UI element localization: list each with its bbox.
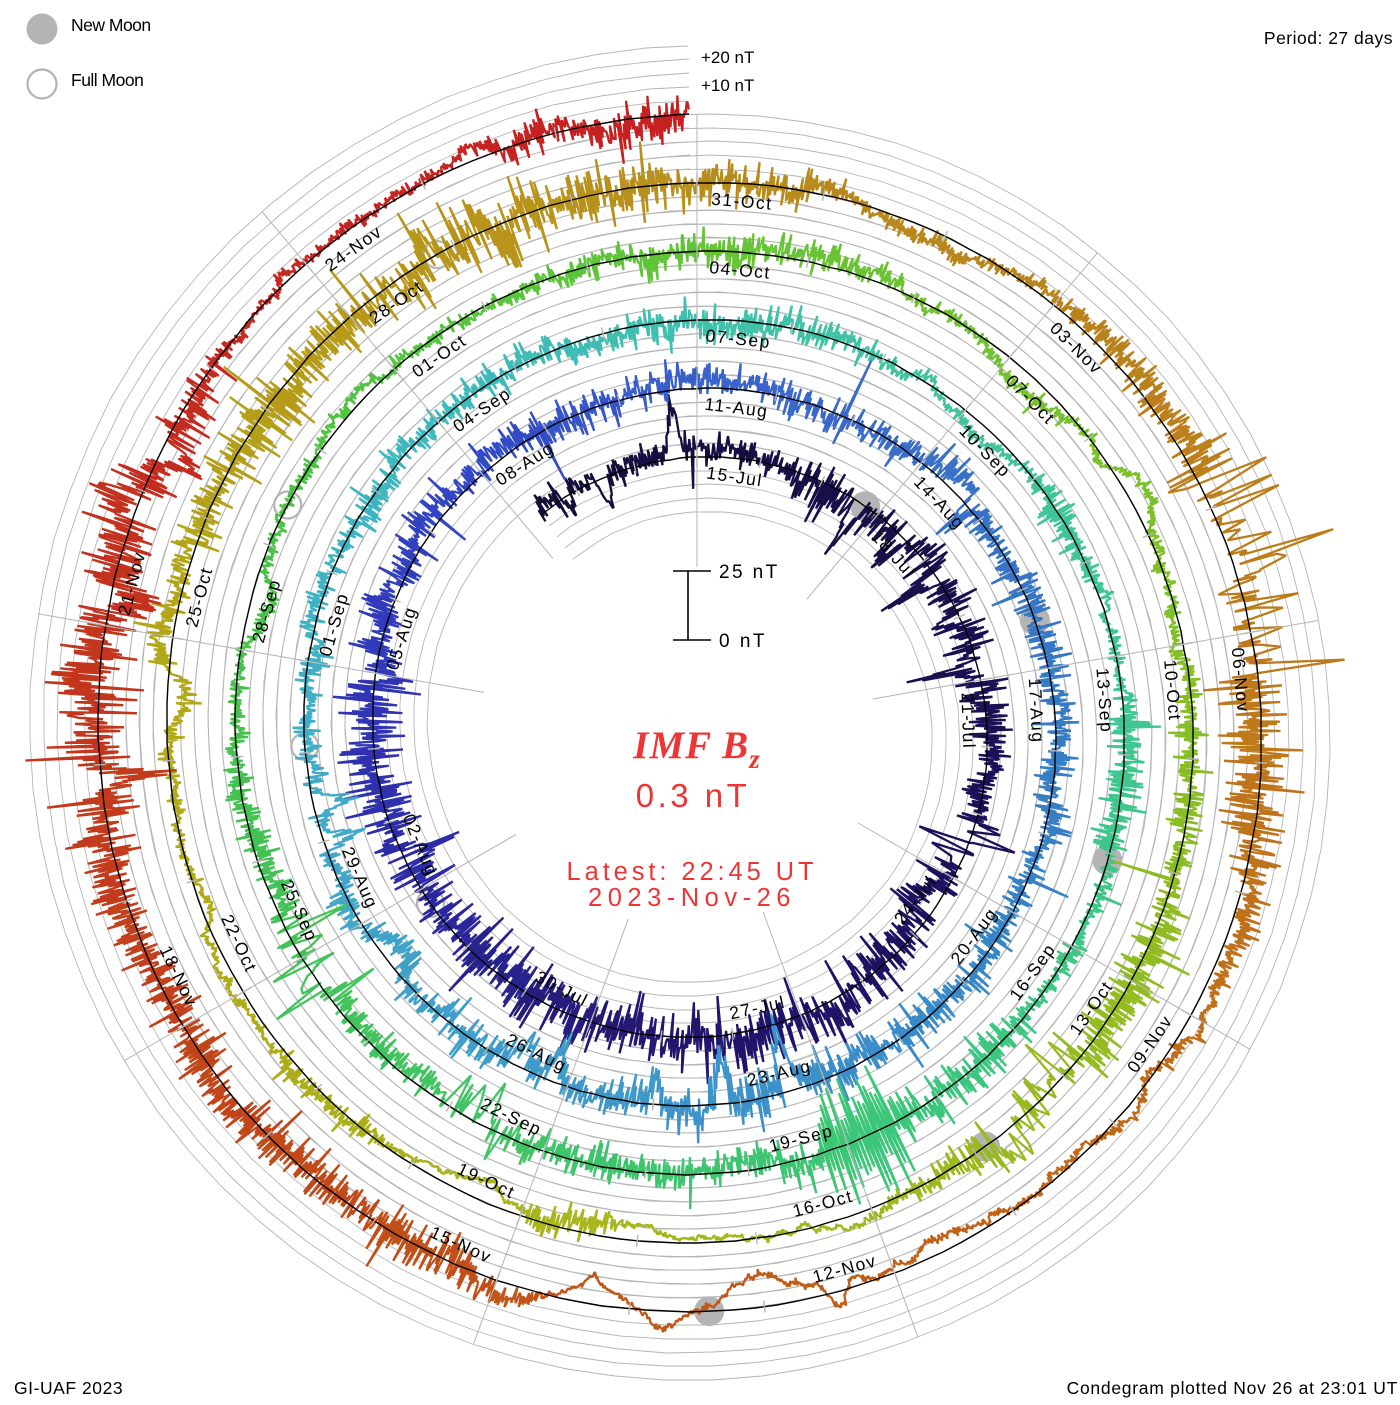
- svg-text:+10 nT: +10 nT: [701, 76, 754, 95]
- svg-text:13-Sep: 13-Sep: [1092, 667, 1117, 734]
- svg-text:0 nT: 0 nT: [719, 631, 767, 652]
- svg-text:17-Aug: 17-Aug: [1025, 677, 1049, 743]
- svg-text:New Moon: New Moon: [71, 15, 151, 35]
- svg-text:21-Jul: 21-Jul: [957, 692, 979, 749]
- svg-text:+20 nT: +20 nT: [701, 48, 754, 67]
- svg-text:Period: 27 days: Period: 27 days: [1264, 28, 1393, 48]
- svg-text:Latest: 22:45 UT: Latest: 22:45 UT: [567, 858, 818, 886]
- svg-text:0.3 nT: 0.3 nT: [636, 777, 751, 814]
- svg-text:Condegram plotted Nov 26 at 23: Condegram plotted Nov 26 at 23:01 UT: [1067, 1378, 1398, 1398]
- svg-text:2023-Nov-26: 2023-Nov-26: [588, 884, 796, 912]
- svg-text:GI-UAF 2023: GI-UAF 2023: [14, 1378, 123, 1398]
- svg-text:25 nT: 25 nT: [719, 562, 780, 583]
- svg-text:Full Moon: Full Moon: [71, 70, 143, 90]
- svg-text:IMF Bz: IMF Bz: [632, 724, 760, 774]
